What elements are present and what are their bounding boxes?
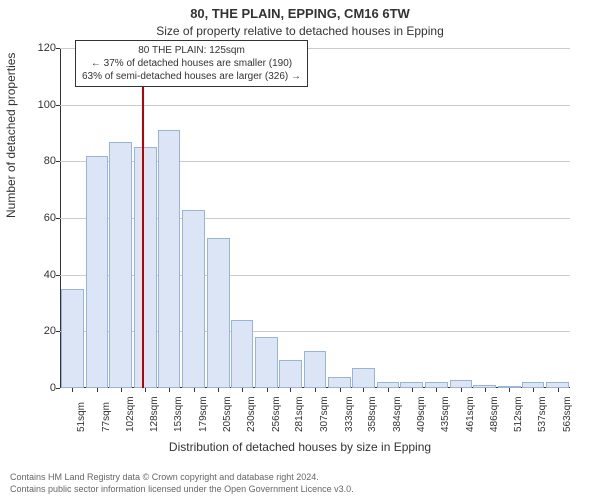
x-tick-label: 409sqm — [416, 396, 427, 432]
bar — [255, 337, 278, 388]
bar — [207, 238, 230, 388]
x-tick-mark — [72, 388, 73, 392]
x-tick-mark — [412, 388, 413, 392]
x-tick-mark — [509, 388, 510, 392]
x-tick-mark — [121, 388, 122, 392]
chart-title-sub: Size of property relative to detached ho… — [0, 24, 600, 38]
y-tick-mark — [56, 218, 60, 219]
footer-licence: Contains public sector information licen… — [10, 484, 354, 494]
x-tick-label: 205sqm — [222, 396, 233, 432]
marker-line — [142, 48, 144, 388]
x-tick-mark — [315, 388, 316, 392]
bar — [279, 360, 302, 388]
bar — [304, 351, 327, 388]
bar — [158, 130, 181, 388]
x-tick-mark — [218, 388, 219, 392]
x-tick-label: 77sqm — [101, 402, 112, 432]
annotation-line: ← 37% of detached houses are smaller (19… — [82, 57, 301, 70]
y-tick-label: 20 — [26, 325, 56, 337]
x-tick-mark — [194, 388, 195, 392]
x-tick-mark — [145, 388, 146, 392]
y-tick-mark — [56, 331, 60, 332]
x-tick-label: 102sqm — [125, 396, 136, 432]
x-tick-label: 512sqm — [513, 396, 524, 432]
bar — [61, 289, 84, 388]
x-tick-mark — [558, 388, 559, 392]
x-tick-label: 128sqm — [149, 396, 160, 432]
x-tick-mark — [363, 388, 364, 392]
x-tick-mark — [242, 388, 243, 392]
y-tick-label: 120 — [26, 42, 56, 54]
footer-copyright: Contains HM Land Registry data © Crown c… — [10, 472, 319, 482]
bar — [182, 210, 205, 389]
x-tick-label: 179sqm — [198, 396, 209, 432]
x-tick-label: 563sqm — [562, 396, 573, 432]
x-axis-title: Distribution of detached houses by size … — [0, 440, 600, 454]
x-tick-mark — [97, 388, 98, 392]
x-tick-mark — [436, 388, 437, 392]
x-tick-mark — [533, 388, 534, 392]
x-tick-label: 153sqm — [173, 396, 184, 432]
x-tick-mark — [290, 388, 291, 392]
x-tick-label: 486sqm — [489, 396, 500, 432]
x-tick-label: 358sqm — [367, 396, 378, 432]
bar — [352, 368, 375, 388]
x-tick-label: 435sqm — [440, 396, 451, 432]
x-tick-label: 256sqm — [271, 396, 282, 432]
y-tick-mark — [56, 275, 60, 276]
chart-container: 80, THE PLAIN, EPPING, CM16 6TW Size of … — [0, 0, 600, 500]
x-tick-label: 281sqm — [294, 396, 305, 432]
y-tick-label: 100 — [26, 99, 56, 111]
x-tick-label: 537sqm — [537, 396, 548, 432]
y-tick-mark — [56, 48, 60, 49]
x-tick-mark — [267, 388, 268, 392]
chart-title-main: 80, THE PLAIN, EPPING, CM16 6TW — [0, 6, 600, 21]
x-tick-mark — [485, 388, 486, 392]
x-tick-label: 384sqm — [392, 396, 403, 432]
x-tick-label: 333sqm — [344, 396, 355, 432]
annotation-box: 80 THE PLAIN: 125sqm← 37% of detached ho… — [75, 40, 308, 87]
plot-area — [60, 48, 570, 388]
y-tick-mark — [56, 161, 60, 162]
x-tick-label: 230sqm — [246, 396, 257, 432]
y-tick-label: 80 — [26, 155, 56, 167]
x-tick-mark — [388, 388, 389, 392]
x-tick-mark — [340, 388, 341, 392]
y-tick-label: 60 — [26, 212, 56, 224]
x-tick-mark — [461, 388, 462, 392]
annotation-line: 63% of semi-detached houses are larger (… — [82, 70, 301, 83]
y-tick-label: 40 — [26, 269, 56, 281]
bar — [109, 142, 132, 389]
bar — [134, 147, 157, 388]
bar — [86, 156, 109, 388]
grid-line — [60, 105, 570, 106]
x-tick-label: 307sqm — [319, 396, 330, 432]
bar — [328, 377, 351, 388]
x-tick-mark — [169, 388, 170, 392]
y-tick-mark — [56, 105, 60, 106]
y-tick-label: 0 — [26, 382, 56, 394]
annotation-line: 80 THE PLAIN: 125sqm — [82, 44, 301, 57]
y-axis-title: Number of detached properties — [4, 53, 18, 218]
bar — [231, 320, 254, 388]
x-tick-label: 51sqm — [76, 402, 87, 432]
x-tick-label: 461sqm — [465, 396, 476, 432]
bar — [450, 380, 473, 389]
y-tick-mark — [56, 388, 60, 389]
